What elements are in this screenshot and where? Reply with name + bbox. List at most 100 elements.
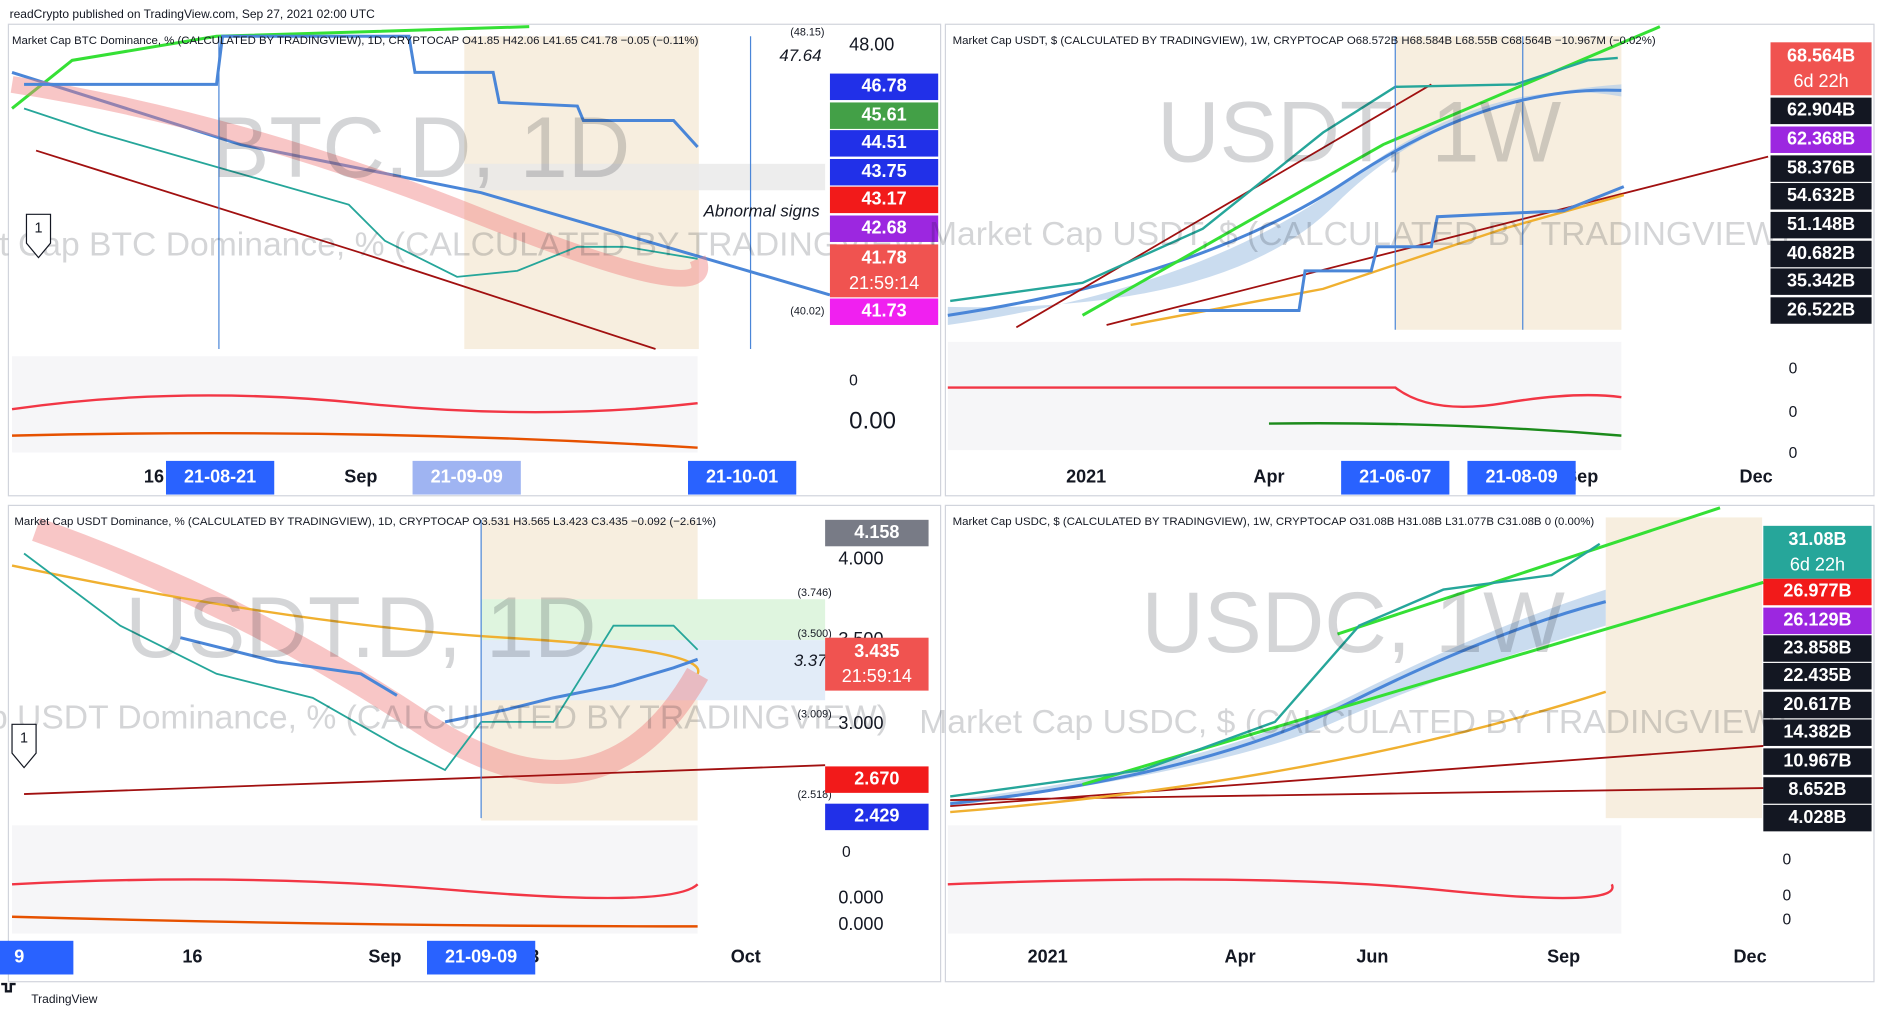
price-label: 2.670 bbox=[854, 768, 899, 788]
date-label: 9 bbox=[14, 946, 24, 966]
price-label-box bbox=[1763, 635, 1872, 662]
price-label: 26.977B bbox=[1783, 581, 1851, 601]
indicator bbox=[11, 394, 698, 414]
price-label-box bbox=[1770, 126, 1872, 153]
marker-shape bbox=[11, 723, 37, 769]
price-line bbox=[950, 542, 1601, 798]
date-label: 21-06-07 bbox=[1359, 466, 1431, 486]
axis-text: 0.000 bbox=[838, 914, 883, 934]
watermark: USDT, 1W bbox=[1157, 84, 1561, 180]
legend: Market Cap BTC Dominance, % (CALCULATED … bbox=[12, 35, 699, 47]
watermark-sub: Market Cap USDT, $ (CALCULATED BY TRADIN… bbox=[929, 216, 1789, 253]
date-label: 16 bbox=[182, 946, 202, 966]
price-label-box bbox=[829, 158, 939, 186]
price-label: 14.382B bbox=[1783, 721, 1851, 741]
price-label-box bbox=[829, 102, 939, 129]
watermark-sub: Market Cap USDC, $ (CALCULATED BY TRADIN… bbox=[919, 704, 1787, 741]
axis-text: 0 bbox=[1783, 887, 1792, 904]
date-label: 2021 bbox=[1066, 466, 1106, 486]
indicator bbox=[11, 431, 698, 449]
price-label: 35.342B bbox=[1787, 270, 1855, 290]
price-label: 58.376B bbox=[1787, 157, 1855, 177]
date-label: 2021 bbox=[1028, 946, 1068, 966]
axis-text: 0 bbox=[1783, 851, 1792, 868]
price-label-box bbox=[1770, 240, 1872, 268]
price-label-box bbox=[1770, 97, 1872, 125]
axis-text: 48.00 bbox=[849, 35, 894, 55]
price-label: 68.564B bbox=[1787, 46, 1855, 66]
price-label: 40.682B bbox=[1787, 243, 1855, 263]
watermark-sub: Market Cap BTC Dominance, % (CALCULATED … bbox=[0, 227, 936, 264]
indicator-pane bbox=[947, 341, 1622, 451]
price-label-box bbox=[825, 637, 929, 691]
date-label: Dec bbox=[1734, 946, 1767, 966]
price-line bbox=[23, 552, 699, 772]
price-label-box bbox=[829, 244, 939, 298]
axis-text: 4.000 bbox=[838, 548, 883, 568]
panel-frames bbox=[7, 23, 1875, 983]
price-label-box bbox=[1763, 607, 1872, 635]
indicator bbox=[11, 878, 699, 900]
price-line bbox=[23, 107, 698, 278]
indicator-pane bbox=[12, 356, 698, 453]
price-label-box bbox=[1770, 211, 1872, 239]
price-label: 46.78 bbox=[862, 76, 907, 96]
price-label-box bbox=[829, 130, 939, 157]
ma-band bbox=[10, 76, 709, 287]
ma-band bbox=[32, 518, 709, 784]
price-label: 62.904B bbox=[1787, 100, 1855, 120]
axis-text: 0.000 bbox=[838, 887, 883, 907]
indicator bbox=[947, 878, 1614, 900]
price-label-box bbox=[829, 298, 939, 325]
price-label: 43.75 bbox=[862, 161, 907, 181]
price-label-timer: 6d 22h bbox=[1790, 554, 1845, 574]
logo bbox=[1, 982, 16, 993]
price-label: 3.435 bbox=[854, 641, 899, 661]
price-label: 8.652B bbox=[1788, 779, 1846, 799]
price-label: 45.61 bbox=[862, 104, 907, 124]
trend-line bbox=[1106, 155, 1769, 326]
date-label-box bbox=[0, 940, 74, 975]
marker-shape bbox=[25, 213, 52, 259]
frame bbox=[7, 23, 942, 497]
ma-line bbox=[950, 690, 1607, 814]
range-band bbox=[464, 36, 699, 350]
price-label-box bbox=[1770, 297, 1872, 324]
date-label-box bbox=[165, 460, 275, 495]
date-label-box bbox=[688, 460, 797, 495]
axis-text: (48.15) bbox=[790, 27, 824, 39]
trend-line bbox=[1015, 83, 1432, 329]
frame bbox=[944, 504, 1875, 983]
price-label-box bbox=[829, 215, 939, 242]
frame bbox=[944, 23, 1875, 497]
date-label: 21-08-21 bbox=[184, 466, 256, 486]
indicator-pane bbox=[947, 825, 1622, 934]
date-label: Dec bbox=[1740, 466, 1773, 486]
price-label: 26.522B bbox=[1787, 299, 1855, 319]
decor bbox=[10, 25, 1769, 934]
zone bbox=[464, 163, 826, 191]
trend-line bbox=[11, 70, 831, 297]
axis-text: (2.518) bbox=[797, 789, 831, 801]
price-label: 54.632B bbox=[1787, 185, 1855, 205]
range-band bbox=[1605, 517, 1763, 819]
price-label-box bbox=[1770, 155, 1872, 182]
price-label: 43.17 bbox=[862, 189, 907, 209]
price-label: 62.368B bbox=[1787, 129, 1855, 149]
marker-label: 1 bbox=[34, 221, 42, 237]
price-label-box bbox=[1770, 42, 1872, 96]
price-label-box bbox=[1763, 662, 1872, 690]
price-label: 4.158 bbox=[854, 522, 899, 542]
axis-text: 0.00 bbox=[849, 408, 896, 435]
price-line bbox=[950, 56, 1618, 303]
price-label: 22.435B bbox=[1783, 665, 1851, 685]
price-label: 23.858B bbox=[1783, 637, 1851, 657]
date-label: Oct bbox=[731, 946, 761, 966]
axis-text: (3.500) bbox=[797, 628, 831, 640]
axis-text: 0 bbox=[1789, 361, 1798, 378]
trend-line bbox=[35, 149, 656, 350]
price-label-timer: 21:59:14 bbox=[849, 273, 919, 293]
watermark-sub: Market Cap USDT Dominance, % (CALCULATED… bbox=[0, 699, 888, 736]
axis-text: Abnormal signs bbox=[703, 201, 821, 220]
date-label-box bbox=[426, 940, 536, 975]
